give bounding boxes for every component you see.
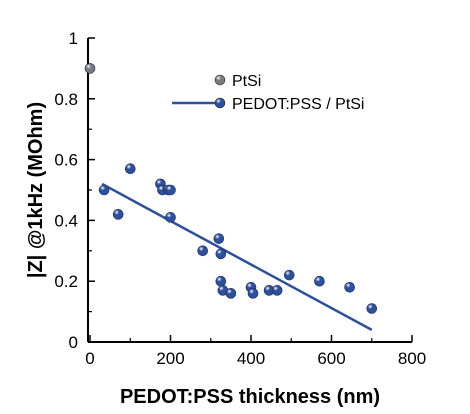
data-point (225, 288, 237, 299)
data-point (112, 209, 124, 220)
legend-label: PtSi (232, 73, 261, 90)
data-point (283, 269, 295, 281)
data-point (197, 245, 209, 257)
legend: PtSi PEDOT:PSS / PtSi (172, 73, 364, 113)
data-points (84, 63, 378, 314)
fit-lines (101, 182, 373, 331)
y-tick-label: 0.2 (54, 272, 78, 291)
x-tick-label: 200 (156, 349, 184, 368)
fit-line (101, 182, 373, 331)
x-axis-label: PEDOT:PSS thickness (nm) (120, 386, 380, 408)
y-tick-label: 0.6 (54, 151, 78, 170)
data-point (314, 275, 325, 287)
x-tick-label: 0 (85, 349, 94, 368)
x-tick-label: 400 (237, 349, 265, 368)
y-axis-label: |Z| @1kHz (MOhm) (25, 102, 47, 278)
data-point (271, 285, 283, 296)
data-point (165, 212, 176, 223)
data-point (124, 163, 136, 175)
ticks: 0 200 400 600 800 0 0.2 0.4 0.6 0.8 1 (54, 29, 426, 368)
y-tick-label: 0 (69, 333, 78, 352)
y-tick-label: 0.4 (54, 211, 78, 230)
legend-marker (214, 74, 226, 86)
data-point (165, 184, 176, 196)
data-point (344, 281, 355, 293)
data-point (213, 233, 225, 244)
data-point (366, 303, 378, 314)
x-tick-label: 800 (398, 349, 426, 368)
y-tick-label: 1 (69, 29, 78, 48)
data-point (215, 248, 227, 260)
data-point (98, 184, 110, 196)
data-point (84, 63, 96, 74)
legend-label: PEDOT:PSS / PtSi (232, 96, 364, 113)
y-tick-label: 0.8 (54, 90, 78, 109)
legend-marker (214, 97, 226, 109)
data-point (215, 275, 227, 287)
data-point (247, 288, 259, 299)
x-tick-label: 600 (317, 349, 345, 368)
